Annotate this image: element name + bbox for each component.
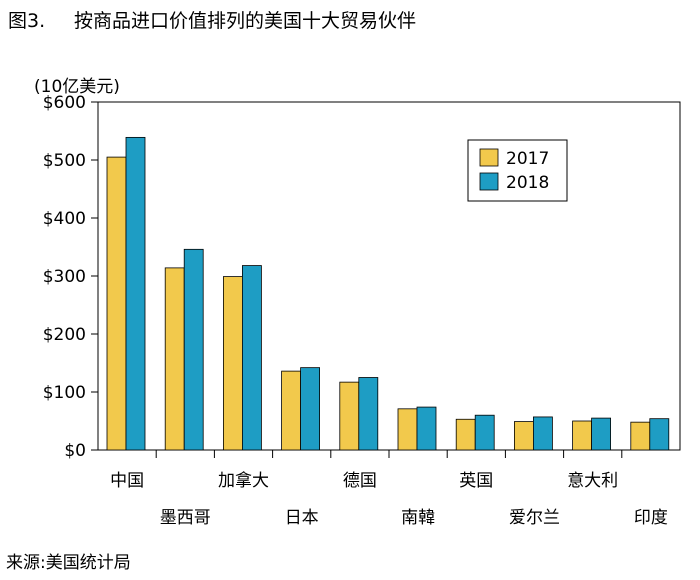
x-category-label: 日本 [285,508,319,528]
x-category-label: 德国 [343,471,377,491]
bar-2017 [222,276,243,451]
bar-2018 [591,417,611,451]
bar-2018 [533,416,553,451]
bar-2018 [125,136,146,451]
bar-2017 [572,420,592,451]
legend-swatch-2018 [479,172,499,191]
legend-label-2018: 2018 [506,173,549,193]
bar-chart: (10亿美元) $0 $100 $200 $300 $400 $500 $600 中国墨西哥加拿… [34,77,681,528]
figure-title-text: 按商品进口价值排列的美国十大贸易伙伴 [74,10,417,32]
y-tick-label: $0 [64,441,86,461]
bar-2017 [630,421,651,451]
figure-title: 图3. 按商品进口价值排列的美国十大贸易伙伴 [8,6,416,33]
bar-2018 [358,377,379,451]
y-tick-label: $600 [43,93,86,113]
legend-swatch-2017 [479,148,499,167]
x-category-label: 爱尔兰 [509,508,560,528]
bar-2017 [397,408,418,451]
y-tick-label: $200 [43,325,86,345]
x-category-label: 中国 [110,471,144,491]
bar-2018 [416,406,437,451]
bar-2017 [106,156,127,451]
bar-2017 [514,421,534,451]
x-category-label: 印度 [634,508,668,528]
bar-2017 [455,418,476,451]
bar-2018 [300,367,321,451]
x-category-label: 英国 [459,471,493,491]
y-tick-label: $500 [43,151,86,171]
y-tick-label: $400 [43,209,86,229]
bar-2018 [183,248,204,451]
bar-2018 [649,418,670,451]
source-note: 来源:美国统计局 [6,553,131,573]
bar-2017 [339,381,360,451]
bar-2018 [241,265,262,451]
y-tick-label: $100 [43,383,86,403]
legend-box [467,139,568,202]
x-category-label: 加拿大 [218,470,269,491]
bar-2017 [164,267,185,451]
x-category-label: 意大利 [567,471,618,491]
y-axis-unit-label: (10亿美元) [34,77,120,97]
legend-label-2017: 2017 [506,149,549,169]
figure-number: 图3. [8,10,46,32]
bar-2017 [281,370,302,451]
x-category-label: 南韓 [401,508,435,528]
x-category-label: 墨西哥 [160,508,211,528]
bar-2018 [474,414,495,451]
y-tick-label: $300 [43,267,86,287]
